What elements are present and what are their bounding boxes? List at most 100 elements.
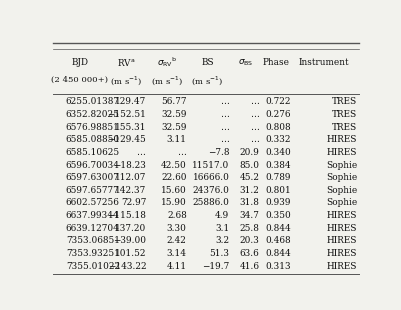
- Text: 0.844: 0.844: [264, 224, 290, 233]
- Text: 31.2: 31.2: [239, 186, 259, 195]
- Text: $\sigma_{\mathrm{RV}}$$^{\mathrm{b}}$: $\sigma_{\mathrm{RV}}$$^{\mathrm{b}}$: [156, 55, 177, 69]
- Text: 41.6: 41.6: [239, 262, 259, 271]
- Text: 6597.65777: 6597.65777: [66, 186, 119, 195]
- Text: 6352.82025: 6352.82025: [66, 110, 119, 119]
- Text: RV$^{\mathrm{a}}$: RV$^{\mathrm{a}}$: [117, 57, 136, 68]
- Text: Sophie: Sophie: [325, 173, 356, 182]
- Text: 7355.01022: 7355.01022: [66, 262, 119, 271]
- Text: $\cdots$: $\cdots$: [249, 135, 259, 144]
- Text: HIRES: HIRES: [326, 135, 356, 144]
- Text: 22.60: 22.60: [161, 173, 186, 182]
- Text: 15.60: 15.60: [160, 186, 186, 195]
- Text: 31.8: 31.8: [239, 198, 259, 207]
- Text: $\cdots$: $\cdots$: [219, 135, 229, 144]
- Text: 6637.99344: 6637.99344: [66, 211, 119, 220]
- Text: 25.8: 25.8: [239, 224, 259, 233]
- Text: 4.11: 4.11: [166, 262, 186, 271]
- Text: −115.18: −115.18: [107, 211, 146, 220]
- Text: 0.340: 0.340: [264, 148, 290, 157]
- Text: 3.14: 3.14: [166, 249, 186, 258]
- Text: 6585.08850: 6585.08850: [66, 135, 119, 144]
- Text: 112.07: 112.07: [115, 173, 146, 182]
- Text: −18.23: −18.23: [113, 161, 146, 170]
- Text: 25886.0: 25886.0: [192, 198, 229, 207]
- Text: $\cdots$: $\cdots$: [219, 123, 229, 132]
- Text: 56.77: 56.77: [161, 97, 186, 107]
- Text: 0.722: 0.722: [265, 97, 290, 107]
- Text: 101.52: 101.52: [114, 249, 146, 258]
- Text: 0.844: 0.844: [264, 249, 290, 258]
- Text: Sophie: Sophie: [325, 198, 356, 207]
- Text: Sophie: Sophie: [325, 186, 356, 195]
- Text: 85.0: 85.0: [239, 161, 259, 170]
- Text: $\cdots$: $\cdots$: [249, 123, 259, 132]
- Text: 6639.12704: 6639.12704: [66, 224, 119, 233]
- Text: 6602.57256: 6602.57256: [66, 198, 119, 207]
- Text: 24376.0: 24376.0: [192, 186, 229, 195]
- Text: (m s$^{-1}$): (m s$^{-1}$): [110, 74, 142, 86]
- Text: 3.11: 3.11: [166, 135, 186, 144]
- Text: 51.3: 51.3: [209, 249, 229, 258]
- Text: 3.2: 3.2: [215, 236, 229, 245]
- Text: 0.801: 0.801: [264, 186, 290, 195]
- Text: 16666.0: 16666.0: [192, 173, 229, 182]
- Text: $\cdots$: $\cdots$: [249, 97, 259, 107]
- Text: HIRES: HIRES: [326, 236, 356, 245]
- Text: 2.68: 2.68: [166, 211, 186, 220]
- Text: Instrument: Instrument: [298, 58, 348, 67]
- Text: −7.8: −7.8: [207, 148, 229, 157]
- Text: −152.51: −152.51: [107, 110, 146, 119]
- Text: 0.808: 0.808: [265, 123, 290, 132]
- Text: (m s$^{-1}$): (m s$^{-1}$): [191, 74, 223, 86]
- Text: BJD: BJD: [71, 58, 88, 67]
- Text: $\sigma_{\mathrm{BS}}$: $\sigma_{\mathrm{BS}}$: [237, 57, 253, 68]
- Text: 20.3: 20.3: [239, 236, 259, 245]
- Text: HIRES: HIRES: [326, 262, 356, 271]
- Text: 45.2: 45.2: [239, 173, 259, 182]
- Text: TRES: TRES: [331, 110, 356, 119]
- Text: $\cdots$: $\cdots$: [176, 148, 186, 157]
- Text: 0.384: 0.384: [265, 161, 290, 170]
- Text: $\cdots$: $\cdots$: [136, 148, 146, 157]
- Text: 0.276: 0.276: [265, 110, 290, 119]
- Text: 0.939: 0.939: [265, 198, 290, 207]
- Text: TRES: TRES: [331, 123, 356, 132]
- Text: 34.7: 34.7: [239, 211, 259, 220]
- Text: Sophie: Sophie: [325, 161, 356, 170]
- Text: 3.30: 3.30: [166, 224, 186, 233]
- Text: 6576.98851: 6576.98851: [66, 123, 119, 132]
- Text: 6597.63007: 6597.63007: [66, 173, 119, 182]
- Text: 0.332: 0.332: [265, 135, 290, 144]
- Text: HIRES: HIRES: [326, 211, 356, 220]
- Text: 129.47: 129.47: [115, 97, 146, 107]
- Text: −19.7: −19.7: [202, 262, 229, 271]
- Text: 11517.0: 11517.0: [192, 161, 229, 170]
- Text: $\cdots$: $\cdots$: [249, 110, 259, 119]
- Text: 0.468: 0.468: [265, 236, 290, 245]
- Text: −143.22: −143.22: [107, 262, 146, 271]
- Text: 7353.06851: 7353.06851: [66, 236, 119, 245]
- Text: 2.42: 2.42: [166, 236, 186, 245]
- Text: Phase: Phase: [262, 58, 289, 67]
- Text: $\cdots$: $\cdots$: [219, 110, 229, 119]
- Text: 42.50: 42.50: [160, 161, 186, 170]
- Text: 6585.10625: 6585.10625: [66, 148, 119, 157]
- Text: 32.59: 32.59: [161, 110, 186, 119]
- Text: 63.6: 63.6: [239, 249, 259, 258]
- Text: 72.97: 72.97: [121, 198, 146, 207]
- Text: −39.00: −39.00: [113, 236, 146, 245]
- Text: 0.313: 0.313: [265, 262, 290, 271]
- Text: HIRES: HIRES: [326, 224, 356, 233]
- Text: TRES: TRES: [331, 97, 356, 107]
- Text: 0.350: 0.350: [264, 211, 290, 220]
- Text: 6255.01387: 6255.01387: [66, 97, 119, 107]
- Text: (2 450 000+): (2 450 000+): [51, 76, 108, 84]
- Text: $\cdots$: $\cdots$: [219, 97, 229, 107]
- Text: 137.20: 137.20: [115, 224, 146, 233]
- Text: BS: BS: [201, 58, 213, 67]
- Text: 20.9: 20.9: [239, 148, 259, 157]
- Text: 4.9: 4.9: [215, 211, 229, 220]
- Text: 32.59: 32.59: [161, 123, 186, 132]
- Text: 0.789: 0.789: [265, 173, 290, 182]
- Text: 7353.93251: 7353.93251: [66, 249, 119, 258]
